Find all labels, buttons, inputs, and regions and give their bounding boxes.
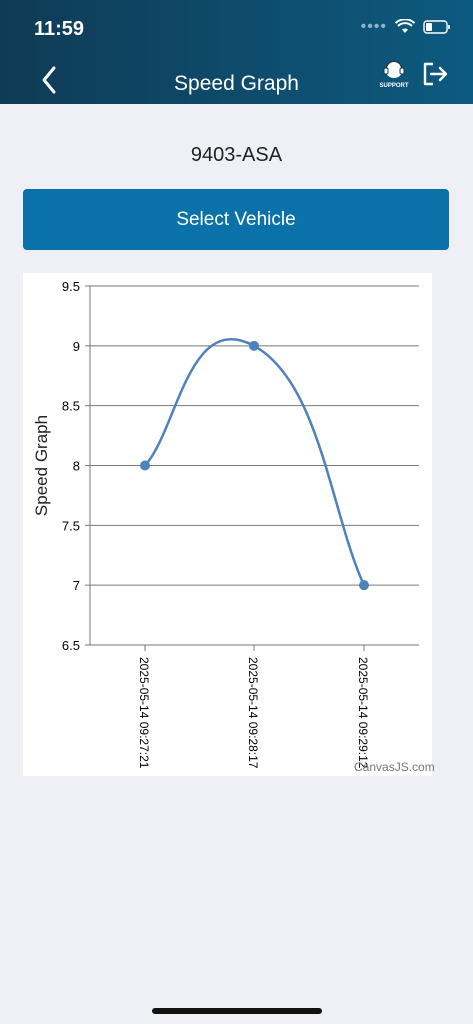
- support-button[interactable]: SUPPORT: [377, 58, 411, 92]
- speed-chart: 9.5 9 8.5 8 7.5 7 6.5 2025-05-14 09:27:21 2025-0…: [23, 273, 432, 776]
- chart-credit[interactable]: CanvasJS.com: [354, 760, 435, 774]
- home-indicator: [152, 1008, 322, 1014]
- x-tick-label: 2025-05-14 09:28:17: [246, 657, 260, 769]
- support-label: SUPPORT: [379, 83, 409, 89]
- logout-icon[interactable]: [421, 60, 449, 88]
- y-axis-title: Speed Graph: [32, 415, 51, 516]
- page-title: Speed Graph: [174, 72, 299, 95]
- vehicle-id: 9403-ASA: [190, 144, 283, 166]
- select-vehicle-button[interactable]: Select Vehicle: [23, 189, 449, 250]
- y-tick-label: 7: [73, 578, 80, 593]
- signal-icon: ••••: [360, 18, 387, 35]
- x-tick-label: 2025-05-14 09:29:12: [356, 657, 370, 769]
- data-point: [140, 460, 150, 471]
- select-vehicle-label: Select Vehicle: [176, 208, 296, 230]
- data-point: [249, 340, 259, 351]
- wifi-icon: [395, 19, 415, 33]
- y-tick-label: 8: [73, 459, 80, 474]
- status-icons: ••••: [361, 18, 451, 36]
- back-icon[interactable]: [36, 64, 64, 96]
- app-header: 11:59 •••• Speed Graph SUPPORT: [0, 0, 473, 104]
- data-point: [359, 580, 369, 591]
- support-icon: [383, 60, 405, 78]
- speed-chart-svg: 9.5 9 8.5 8 7.5 7 6.5 2025-05-14 09:27:21 2025-0…: [32, 279, 419, 769]
- x-tick-label: 2025-05-14 09:27:21: [137, 657, 151, 769]
- series-line: [144, 337, 366, 586]
- y-tick-label: 9.5: [62, 279, 80, 294]
- y-tick-label: 9: [73, 339, 80, 354]
- battery-icon: [423, 20, 450, 34]
- y-tick-label: 8.5: [62, 399, 80, 414]
- y-tick-label: 7.5: [62, 518, 80, 533]
- y-tick-label: 6.5: [62, 638, 80, 653]
- status-time: 11:59: [34, 18, 85, 40]
